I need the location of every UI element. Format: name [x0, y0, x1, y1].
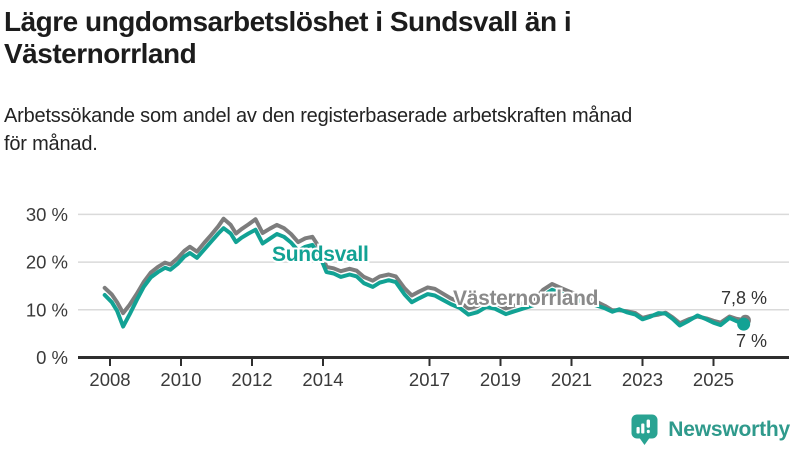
y-tick-labels: 30 % 20 % 10 % 0 %	[26, 204, 68, 368]
x-tick-label-2014: 2014	[302, 369, 343, 390]
x-tick-label-2019: 2019	[480, 369, 521, 390]
chart-title: Lägre ungdomsarbetslöshet i Sundsvall än…	[4, 6, 572, 70]
y-tick-label-10: 10 %	[26, 299, 68, 320]
newsworthy-brand-link[interactable]: Newsworthy	[631, 414, 790, 446]
series-endpoint-sundsvall	[737, 317, 751, 331]
series-line-sundsvall	[102, 226, 746, 329]
series-sundsvall	[102, 226, 751, 331]
x-tick-labels: 2008 2010 2012 2014 2017 2019 2021 2023 2025	[89, 369, 734, 390]
newsworthy-logo-icon	[631, 414, 658, 445]
series-line-västernorrland	[102, 216, 748, 326]
x-axis	[78, 356, 789, 366]
series-label-sundsvall: Sundsvall	[272, 243, 369, 266]
chart-subtitle: Arbetssökande som andel av den registerb…	[4, 104, 633, 155]
x-tick-label-2010: 2010	[160, 369, 201, 390]
x-tick-label-2025: 2025	[693, 369, 734, 390]
x-tick-label-2012: 2012	[231, 369, 272, 390]
x-tick-label-2023: 2023	[622, 369, 663, 390]
y-tick-label-0: 0 %	[36, 347, 68, 368]
x-tick-label-2017: 2017	[409, 369, 450, 390]
series-label-västernorrland: Västernorrland	[453, 287, 598, 310]
chart-header: Lägre ungdomsarbetslöshet i Sundsvall än…	[4, 6, 784, 158]
gridlines	[78, 213, 789, 311]
x-tick-label-2008: 2008	[89, 369, 130, 390]
end-value-label-västernorrland: 7,8 %	[721, 288, 767, 308]
y-tick-label-30: 30 %	[26, 204, 68, 225]
end-value-label-sundsvall: 7 %	[736, 331, 767, 351]
y-tick-label-20: 20 %	[26, 252, 68, 273]
x-tick-label-2021: 2021	[551, 369, 592, 390]
brand-name: Newsworthy	[668, 418, 790, 441]
